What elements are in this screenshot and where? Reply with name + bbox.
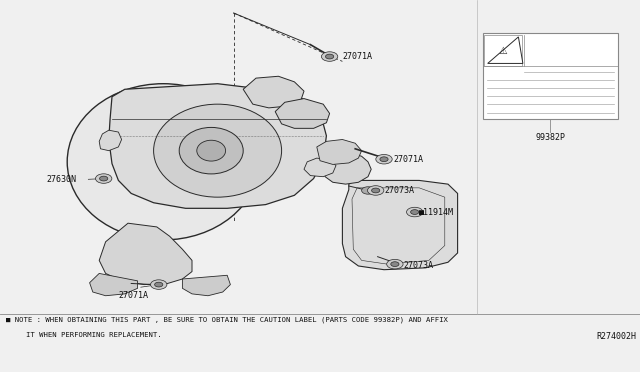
- Text: 27073A: 27073A: [384, 186, 414, 195]
- Circle shape: [100, 176, 108, 181]
- Circle shape: [95, 174, 112, 183]
- Text: 27071A: 27071A: [394, 155, 424, 164]
- Text: ■11914M: ■11914M: [419, 208, 454, 217]
- Polygon shape: [323, 153, 371, 184]
- Text: R274002H: R274002H: [596, 332, 637, 341]
- Circle shape: [150, 280, 167, 289]
- Bar: [484, 35, 522, 66]
- Circle shape: [387, 259, 403, 269]
- Circle shape: [326, 54, 333, 59]
- Polygon shape: [90, 273, 138, 296]
- Circle shape: [411, 210, 419, 214]
- Circle shape: [391, 262, 399, 266]
- Text: 27071A: 27071A: [118, 291, 148, 300]
- Circle shape: [406, 207, 423, 217]
- Ellipse shape: [154, 104, 282, 197]
- Text: 27630N: 27630N: [46, 175, 76, 184]
- Polygon shape: [109, 84, 326, 208]
- Text: 99382P: 99382P: [536, 133, 565, 142]
- Text: 27073A: 27073A: [403, 262, 433, 270]
- Polygon shape: [488, 37, 523, 63]
- Circle shape: [376, 154, 392, 164]
- Polygon shape: [99, 130, 122, 151]
- Bar: [483, 33, 618, 119]
- Text: 27071A: 27071A: [342, 52, 372, 61]
- Polygon shape: [304, 158, 336, 177]
- Polygon shape: [99, 223, 192, 285]
- Circle shape: [362, 187, 374, 194]
- Circle shape: [380, 157, 388, 161]
- Text: ■ NOTE : WHEN OBTAINING THIS PART , BE SURE TO OBTAIN THE CAUTION LABEL (PARTS C: ■ NOTE : WHEN OBTAINING THIS PART , BE S…: [6, 317, 448, 323]
- Circle shape: [155, 282, 163, 287]
- Ellipse shape: [67, 84, 259, 240]
- Circle shape: [367, 186, 384, 195]
- Text: IT WHEN PERFORMING REPLACEMENT.: IT WHEN PERFORMING REPLACEMENT.: [26, 332, 161, 338]
- Polygon shape: [275, 99, 330, 128]
- Polygon shape: [182, 275, 230, 296]
- Circle shape: [321, 52, 338, 61]
- Polygon shape: [317, 140, 362, 164]
- Polygon shape: [243, 76, 304, 108]
- Circle shape: [372, 188, 380, 193]
- Ellipse shape: [197, 140, 226, 161]
- Text: ⚠: ⚠: [499, 46, 508, 55]
- Polygon shape: [342, 180, 458, 270]
- Ellipse shape: [179, 127, 243, 174]
